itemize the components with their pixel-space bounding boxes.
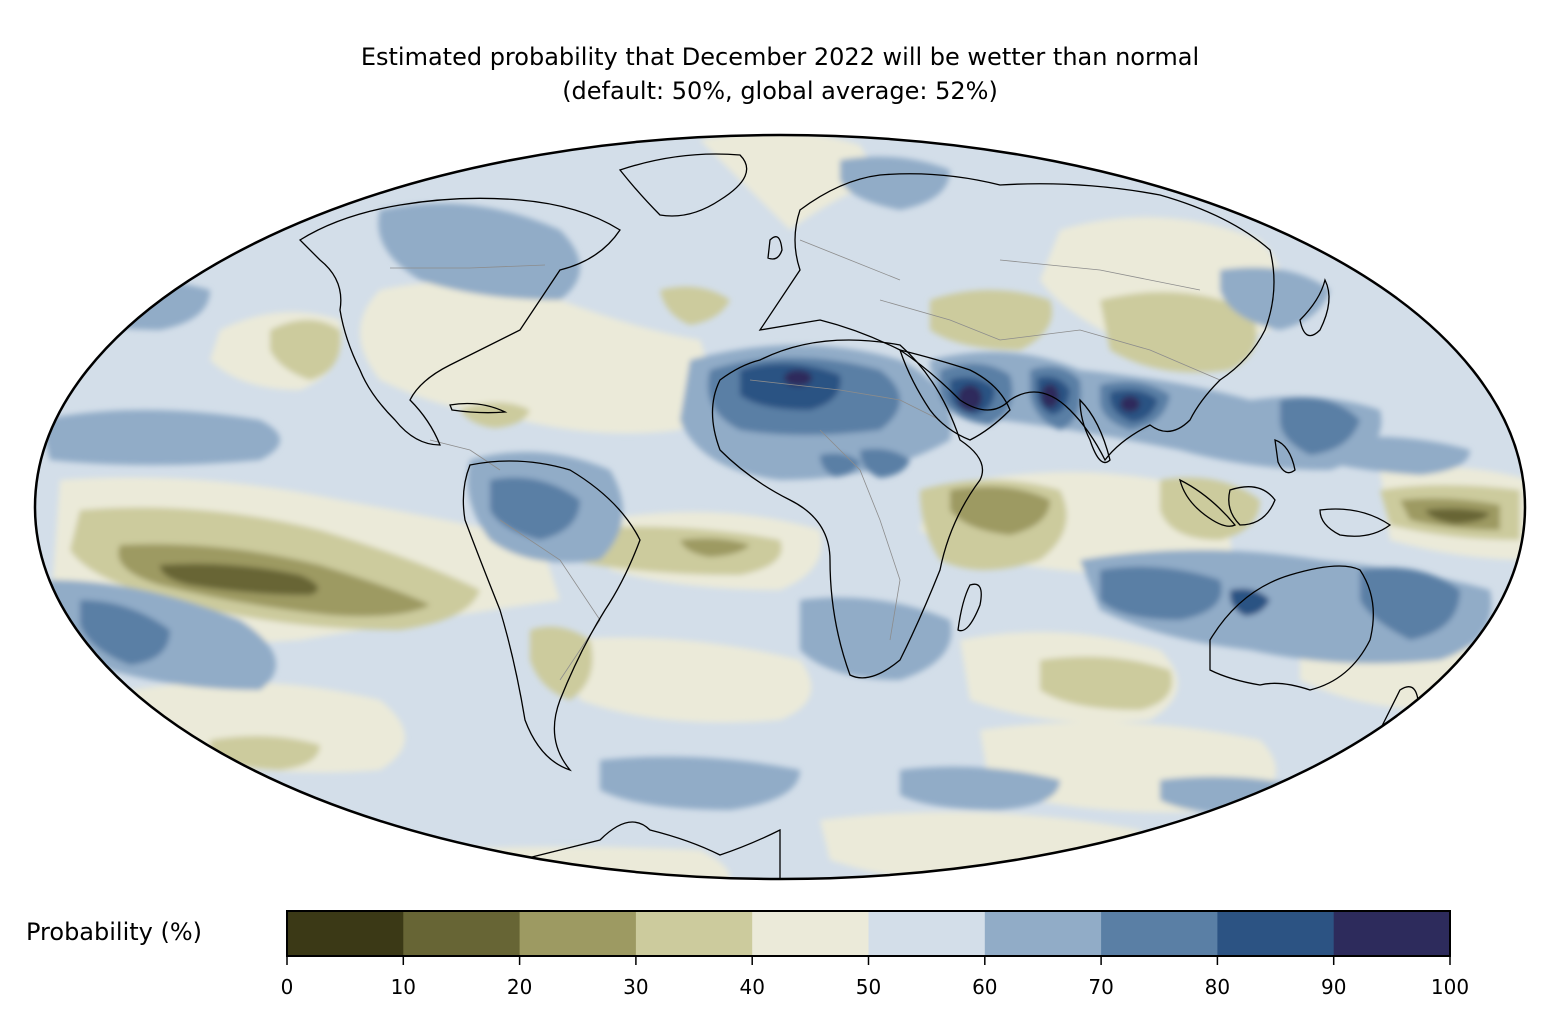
colorbar-bin-90-100: [1333, 911, 1451, 956]
coast-africa: [711, 339, 984, 679]
coast-south-america: [462, 460, 641, 772]
colorbar-bin-50-60: [868, 911, 986, 956]
colorbar-tick-label: 70: [1088, 975, 1113, 999]
colorbar-tick-label: 80: [1205, 975, 1230, 999]
coast-uk: [767, 236, 783, 260]
colorbar-tick-label: 0: [281, 975, 294, 999]
colorbar-ticks: 0 10 20 30 40 50 60 70 80 90 100: [281, 956, 1469, 999]
colorbar-tick-label: 60: [972, 975, 997, 999]
colorbar-bin-30-40: [635, 911, 753, 956]
colorbar-bins: [287, 911, 1451, 956]
colorbar-tick-label: 50: [856, 975, 881, 999]
coast-greenland: [618, 153, 748, 217]
title-line-1: Estimated probability that December 2022…: [360, 43, 1200, 71]
colorbar-tick-label: 20: [507, 975, 532, 999]
colorbar-bin-80-90: [1217, 911, 1335, 956]
colorbar-bin-40-50: [752, 911, 869, 956]
colorbar-tick-label: 30: [623, 975, 648, 999]
coast-borneo: [1228, 486, 1276, 526]
title-line-2: (default: 50%, global average: 52%): [562, 77, 998, 105]
country-borders: [390, 239, 1221, 879]
coastlines: [298, 153, 1419, 879]
coast-sumatra: [1179, 478, 1237, 527]
map-title: Estimated probability that December 2022…: [0, 40, 1560, 108]
coast-antarctica: [519, 821, 781, 879]
colorbar-tick-label: 100: [1431, 975, 1469, 999]
colorbar-bin-70-80: [1101, 911, 1218, 956]
colorbar-bin-60-70: [984, 911, 1102, 956]
coast-north-america: [298, 197, 621, 446]
coast-madagascar: [957, 583, 982, 632]
coast-arabia: [899, 349, 1011, 441]
coast-new-guinea: [1319, 508, 1392, 537]
colorbar-tick-label: 10: [391, 975, 416, 999]
colorbar-bin-20-30: [519, 911, 637, 956]
globe-outline: [33, 133, 1527, 881]
colorbar-bin-0-10: [287, 911, 404, 956]
colorbar-label: Probability (%): [26, 918, 203, 946]
colorbar-bin-10-20: [403, 911, 521, 956]
coast-japan: [1299, 278, 1330, 337]
coast-philippines: [1274, 439, 1296, 474]
coast-australia: [1209, 565, 1374, 691]
coast-india: [1079, 398, 1111, 464]
colorbar-tick-label: 90: [1321, 975, 1346, 999]
colorbar-tick-label: 40: [739, 975, 764, 999]
field-10-20: [160, 508, 1490, 595]
coast-eurasia: [758, 173, 1275, 462]
coast-cuba: [449, 402, 508, 414]
